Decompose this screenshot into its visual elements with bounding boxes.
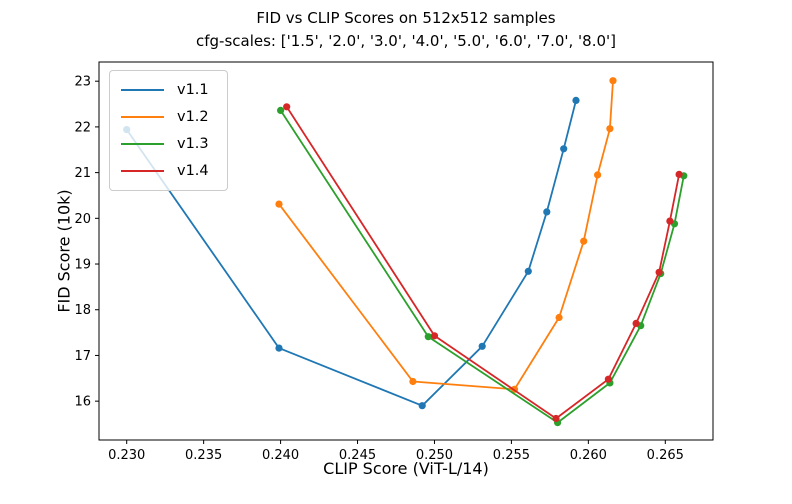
data-point-v1.4: [675, 170, 683, 178]
legend-label: v1.4: [177, 163, 209, 179]
legend-label: v1.1: [177, 82, 209, 98]
y-tick-label: 23: [74, 75, 91, 90]
x-tick-label: 0.240: [262, 448, 299, 463]
plot-border: [98, 61, 714, 441]
y-axis-label: FID Score (10k): [54, 189, 74, 313]
y-tick-label: 22: [74, 120, 91, 135]
x-tick-label: 0.245: [339, 448, 376, 463]
legend: v1.1 v1.2 v1.3 v1.4: [109, 70, 228, 191]
data-point-v1.4: [552, 414, 560, 423]
data-point-v1.1: [560, 145, 568, 153]
legend-entry-v1-1: v1.1: [121, 79, 217, 101]
x-tick-label: 0.235: [185, 448, 222, 463]
data-point-v1.2: [580, 237, 588, 245]
legend-line-sample: [121, 115, 164, 119]
x-tick-label: 0.230: [108, 448, 145, 463]
chart-title-line2: cfg-scales: ['1.5', '2.0', '3.0', '4.0',…: [195, 32, 617, 50]
data-point-v1.2: [409, 377, 417, 386]
y-tick-label: 18: [74, 303, 91, 318]
y-tick-label: 21: [74, 166, 91, 181]
series-line-v1.2: [278, 79, 614, 391]
data-point-v1.1: [418, 402, 426, 410]
data-point-v1.4: [666, 217, 674, 225]
data-point-v1.1: [524, 267, 532, 275]
data-point-v1.2: [555, 313, 563, 322]
data-point-v1.3: [277, 106, 285, 114]
data-point-v1.2: [275, 200, 283, 208]
data-point-v1.4: [604, 375, 613, 383]
data-point-v1.1: [543, 208, 551, 216]
data-point-v1.2: [606, 125, 614, 133]
data-point-v1.2: [609, 77, 617, 85]
data-point-v1.3: [424, 333, 432, 341]
chart-title-line1: FID vs CLIP Scores on 512x512 samples: [256, 9, 556, 27]
x-axis-label: CLIP Score (ViT-L/14): [323, 459, 489, 478]
x-tick-label: 0.255: [493, 448, 530, 463]
series-line-v1.4: [285, 105, 680, 420]
y-tick-label: 17: [74, 349, 91, 364]
data-point-v1.4: [430, 332, 439, 340]
legend-entry-v1-3: v1.3: [121, 133, 217, 155]
x-tick-label: 0.265: [647, 448, 684, 463]
data-point-v1.1: [478, 342, 486, 350]
chart-title: FID vs CLIP Scores on 512x512 samples cf…: [99, 7, 713, 53]
data-point-v1.1: [572, 96, 580, 104]
data-point-v1.2: [594, 171, 602, 179]
legend-line-sample: [121, 169, 164, 173]
series-line-v1.3: [279, 109, 685, 424]
legend-entry-v1-4: v1.4: [121, 160, 217, 182]
legend-label: v1.3: [177, 136, 209, 152]
y-tick-label: 19: [74, 258, 91, 273]
data-point-v1.4: [632, 319, 640, 327]
data-point-v1.4: [655, 268, 663, 276]
y-tick-label: 20: [74, 212, 91, 227]
x-tick-label: 0.250: [416, 448, 453, 463]
x-tick-label: 0.260: [570, 448, 607, 463]
legend-entry-v1-2: v1.2: [121, 106, 217, 128]
data-point-v1.4: [283, 103, 291, 111]
series-line-v1.1: [125, 99, 577, 407]
legend-line-sample: [121, 88, 164, 92]
y-tick-label: 16: [74, 395, 91, 410]
legend-label: v1.2: [177, 109, 209, 125]
data-point-v1.1: [275, 344, 283, 352]
legend-line-sample: [121, 142, 164, 146]
